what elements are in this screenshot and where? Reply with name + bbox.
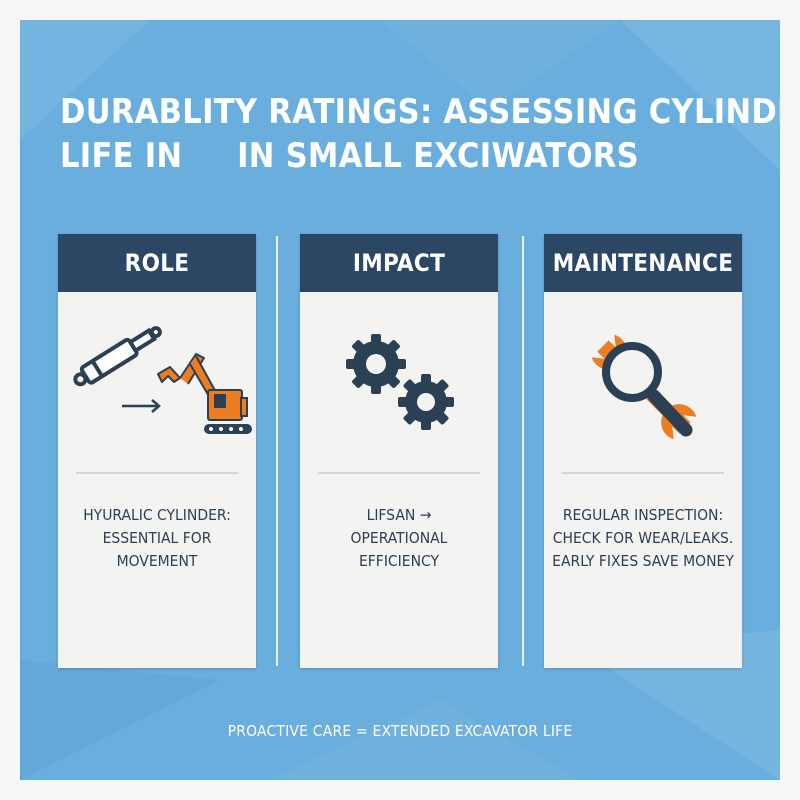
hydraulic-cylinder-excavator-icon <box>73 326 252 434</box>
maintenance-description: REGULAR INSPECTION: CHECK FOR WEAR/LEAKS… <box>552 506 734 570</box>
role-card: ROLE HYURALIC CYLINDER: ESSENTIA <box>58 234 256 668</box>
magnifier-wrench-icon <box>591 334 697 440</box>
column-divider <box>522 236 524 666</box>
card-header-role: ROLE <box>58 234 256 292</box>
card-rule <box>562 472 724 474</box>
role-description: HYURALIC CYLINDER: ESSENTIAL FOR MOVEMEN… <box>83 506 231 570</box>
maintenance-card: MAINTENANCE REGULAR INSPECTION: CHECK FO… <box>544 234 742 668</box>
card-header-impact: IMPACT <box>300 234 498 292</box>
page-title: DURABLITY RATINGS: ASSESSING CYLINDER LI… <box>60 92 780 176</box>
infographic-panel: DURABLITY RATINGS: ASSESSING CYLINDER LI… <box>20 20 780 780</box>
impact-description: LIFSAN → OPERATIONAL EFFICIENCY <box>350 506 448 570</box>
card-header-maintenance: MAINTENANCE <box>544 234 742 292</box>
gears-icon <box>346 334 454 430</box>
footer-tagline: PROACTIVE CARE = EXTENDED EXCAVATOR LIFE <box>227 722 573 740</box>
column-divider <box>276 236 278 666</box>
impact-card: IMPACT LIFSAN → OPERATIONAL <box>300 234 498 668</box>
card-rule <box>318 472 480 474</box>
card-rule <box>76 472 238 474</box>
